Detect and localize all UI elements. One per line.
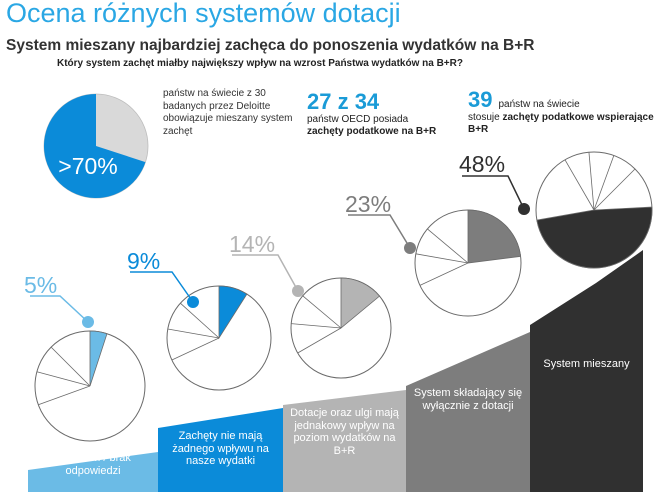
- pie-1-divider-3: [50, 346, 91, 387]
- stat-world: 39 państw na świecie stosuje zachęty poda…: [468, 88, 655, 136]
- big-pie-slice: [44, 94, 146, 198]
- connector-line-4: [348, 214, 411, 249]
- connector-dot-1: [82, 316, 94, 328]
- stat-world-text-1: państw na świecie: [498, 99, 580, 110]
- connector-line-1: [30, 295, 89, 323]
- connector-line-3: [232, 254, 299, 292]
- stat-oecd-bold: zachęty podatkowe na B+R: [307, 126, 437, 137]
- stat-world-text-2: stosuje: [468, 112, 500, 123]
- stat-oecd: 27 z 34 państw OECD posiada zachęty poda…: [307, 90, 437, 138]
- pct-label-2: 9%: [127, 248, 161, 274]
- pie-1-divider-2: [36, 371, 91, 387]
- category-label-3: Dotacje oraz ulgi mają jednakowy wpływ n…: [290, 407, 399, 457]
- big-pie-note: państw na świecie z 30 badanych przez De…: [163, 88, 293, 137]
- connector-line-2: [130, 271, 194, 303]
- stair-bars: [28, 250, 643, 492]
- connector-dot-5: [518, 203, 530, 215]
- pie-4-divider-2: [415, 253, 469, 264]
- pct-label-4: 23%: [345, 191, 392, 217]
- pct-label-5: 48%: [459, 151, 506, 177]
- category-label-1: Nie wiem / brak odpowiedzi: [55, 452, 131, 477]
- stair-bar-4: [406, 332, 530, 492]
- big-pie-chart: [43, 93, 149, 199]
- pie-5-slice: [536, 206, 653, 269]
- pie-5-divider-2: [588, 152, 595, 211]
- pct-label-3: 14%: [229, 231, 276, 257]
- pie-5-divider-3: [593, 155, 615, 211]
- pie-2-divider-2: [167, 328, 220, 339]
- page-title: Ocena różnych systemów dotacji: [6, 0, 401, 28]
- pie-2-divider-3: [180, 302, 220, 339]
- pie-1-slice: [89, 330, 108, 387]
- pie-2-slice: [218, 285, 248, 340]
- pct-label-1: 5%: [24, 272, 58, 298]
- pie-5-divider-4: [593, 168, 636, 211]
- category-label-5: System mieszany: [543, 358, 630, 370]
- pie-4-slice: [467, 209, 522, 264]
- page-subtitle: System mieszany najbardziej zachęca do p…: [6, 37, 535, 54]
- stair-bar-2: [158, 408, 283, 492]
- pie-3-divider-3: [302, 295, 342, 329]
- pie-3-slice: [340, 277, 381, 329]
- pie-3-divider-1: [297, 327, 342, 354]
- big-pie-label: >70%: [58, 153, 117, 179]
- pie-1-divider-1: [38, 385, 91, 406]
- stat-world-number: 39: [468, 87, 493, 112]
- connector-dot-4: [404, 242, 416, 254]
- label-connectors: [30, 175, 530, 328]
- pie-4-divider-1: [419, 262, 469, 286]
- connector-dot-2: [187, 296, 199, 308]
- stair-bar-3: [283, 390, 406, 492]
- stair-bar-5: [530, 250, 643, 492]
- stat-oecd-number: 27 z 34: [307, 89, 380, 114]
- connector-dot-3: [292, 285, 304, 297]
- category-pies: [34, 151, 653, 442]
- category-label-2: Zachęty nie mają żadnego wpływu na nasze…: [172, 430, 269, 467]
- stair-bar-1: [28, 452, 158, 492]
- stat-oecd-text: państw OECD posiada: [307, 114, 409, 125]
- pie-5-divider-1: [564, 159, 595, 211]
- survey-question: Który system zachęt miałby największy wp…: [57, 58, 463, 69]
- stat-world-bold: zachęty podatkowe wspierające B+R: [468, 112, 654, 135]
- pie-2-divider-1: [171, 337, 220, 361]
- category-label-4: System składający się wyłącznie z dotacj…: [413, 387, 523, 412]
- pie-4-divider-3: [427, 228, 469, 264]
- pie-3-divider-2: [291, 323, 342, 329]
- connector-line-5: [462, 175, 525, 210]
